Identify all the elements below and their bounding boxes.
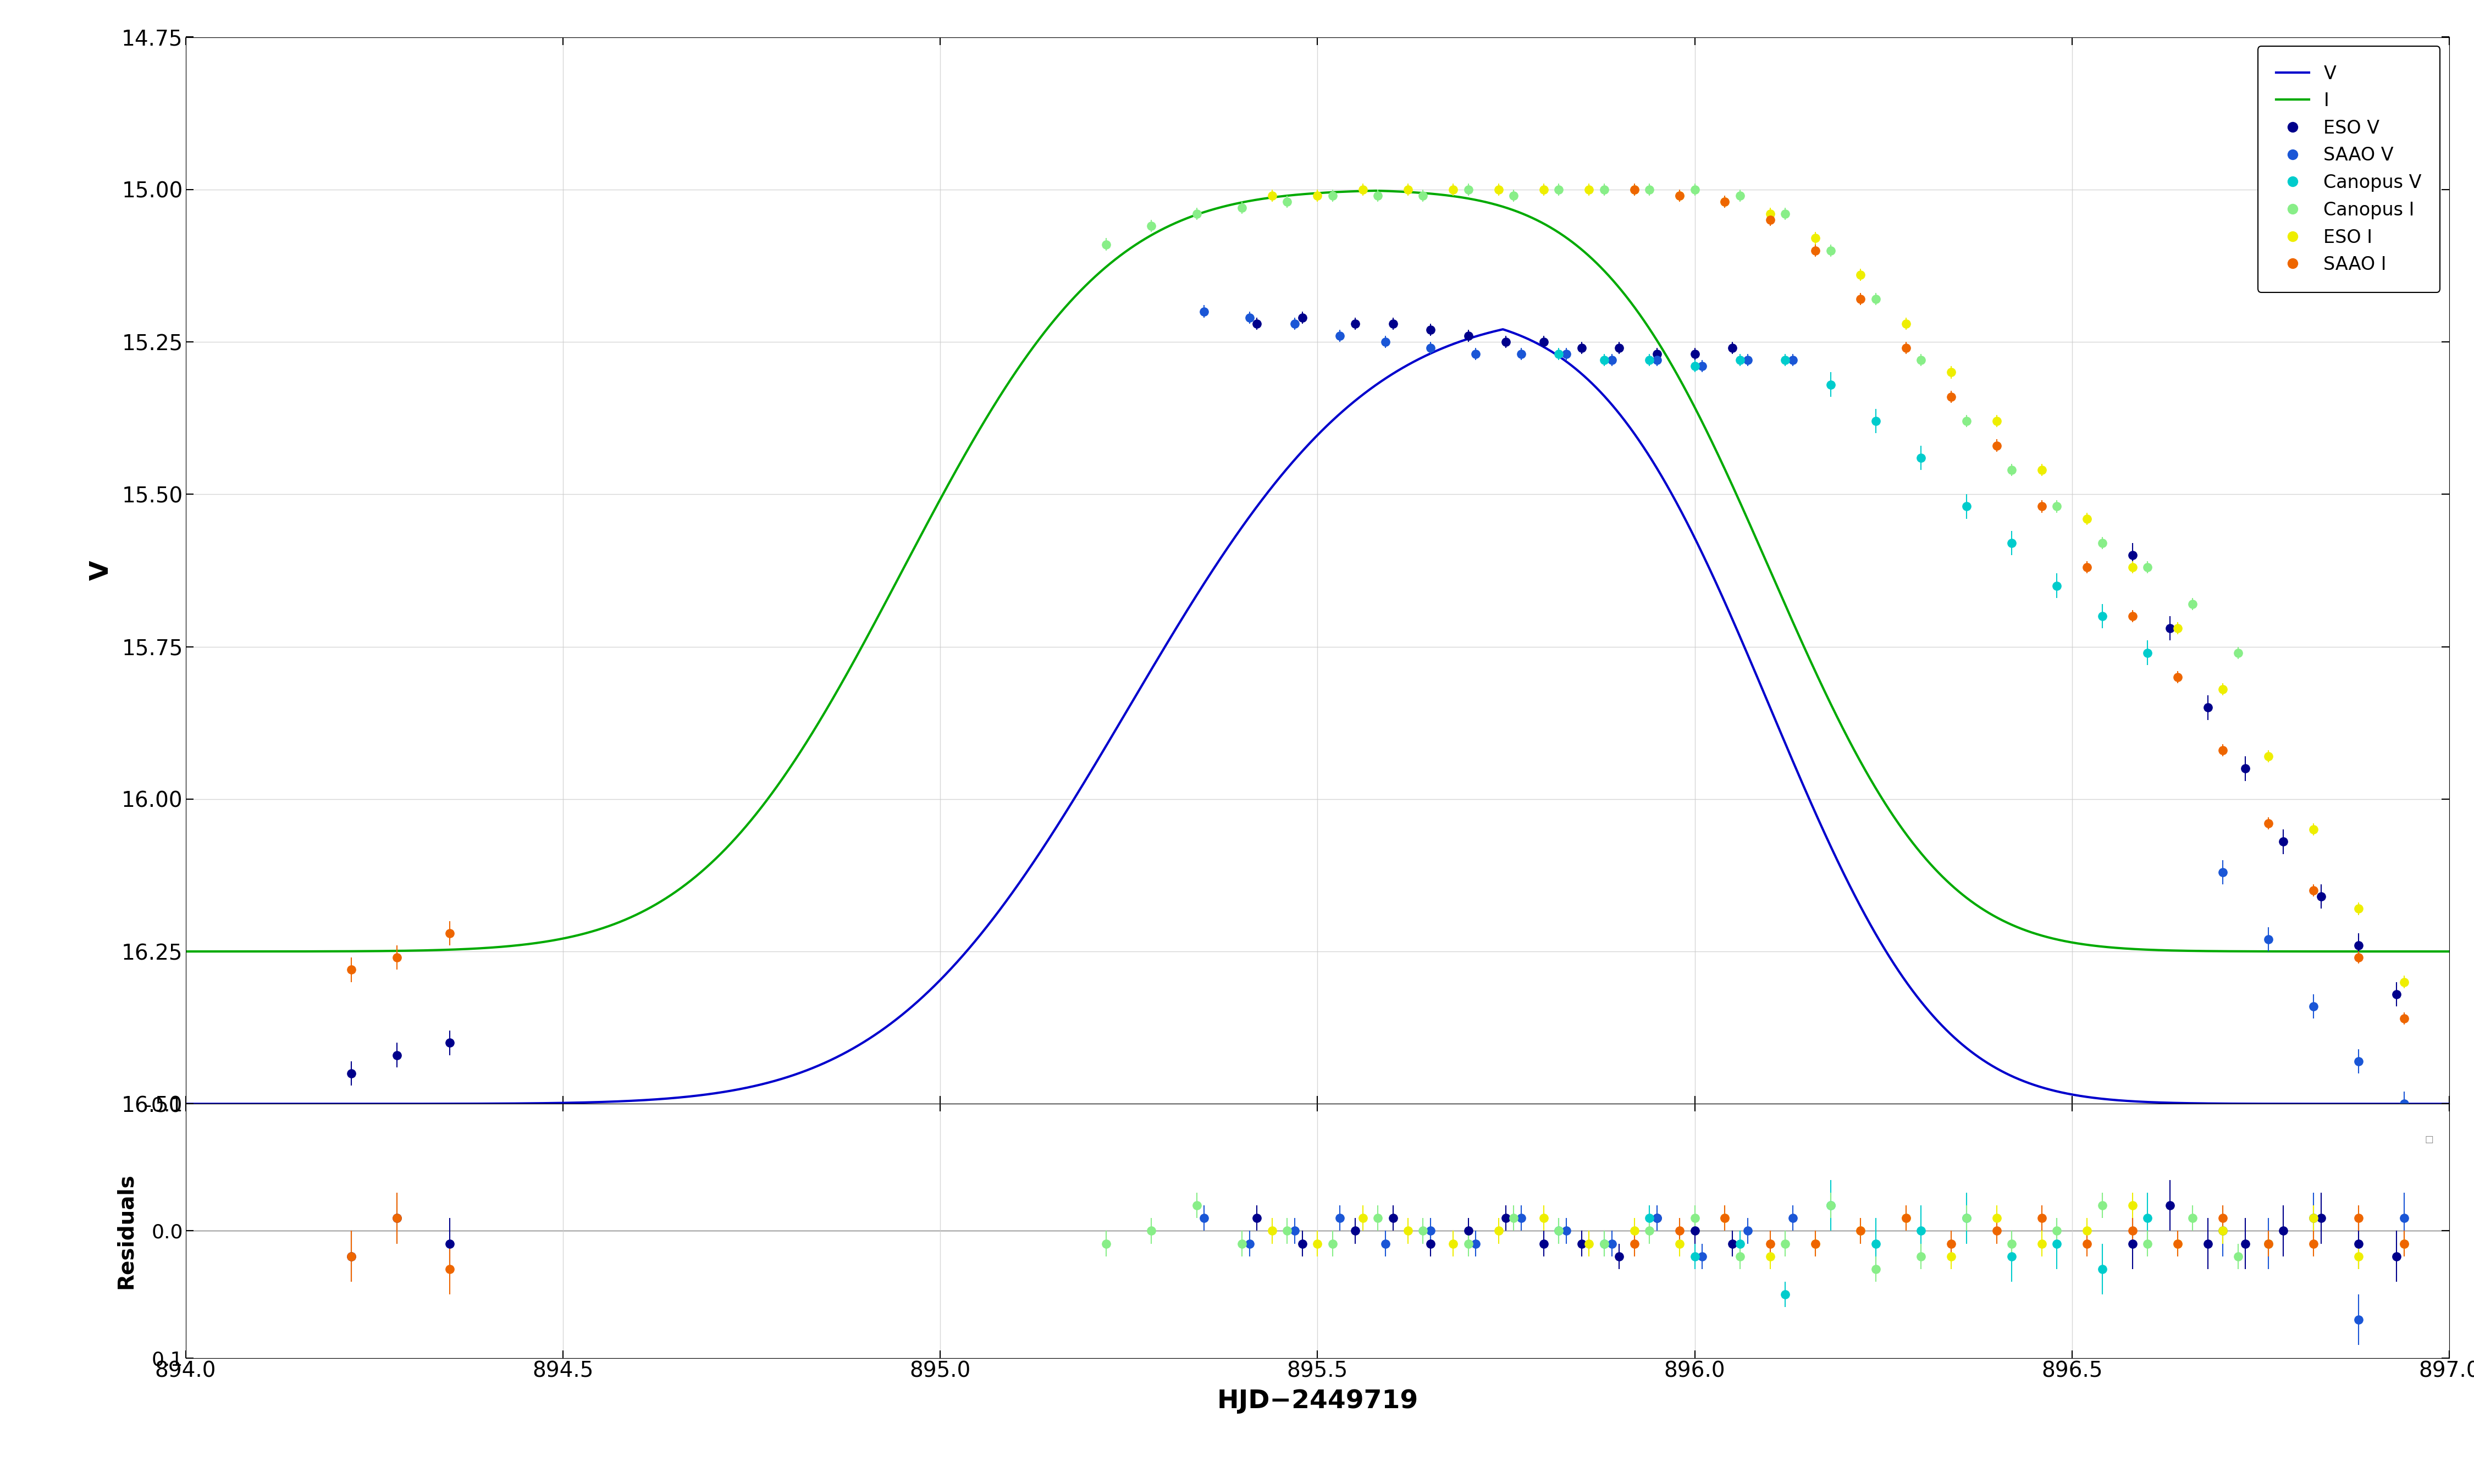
- Legend: V, I, ESO V, SAAO V, Canopus V, Canopus I, ESO I, SAAO I: V, I, ESO V, SAAO V, Canopus V, Canopus …: [2259, 46, 2439, 292]
- X-axis label: HJD−2449719: HJD−2449719: [1217, 1389, 1418, 1414]
- Text: □: □: [2425, 1134, 2434, 1144]
- Y-axis label: Residuals: Residuals: [116, 1172, 136, 1288]
- Y-axis label: V: V: [89, 561, 114, 580]
